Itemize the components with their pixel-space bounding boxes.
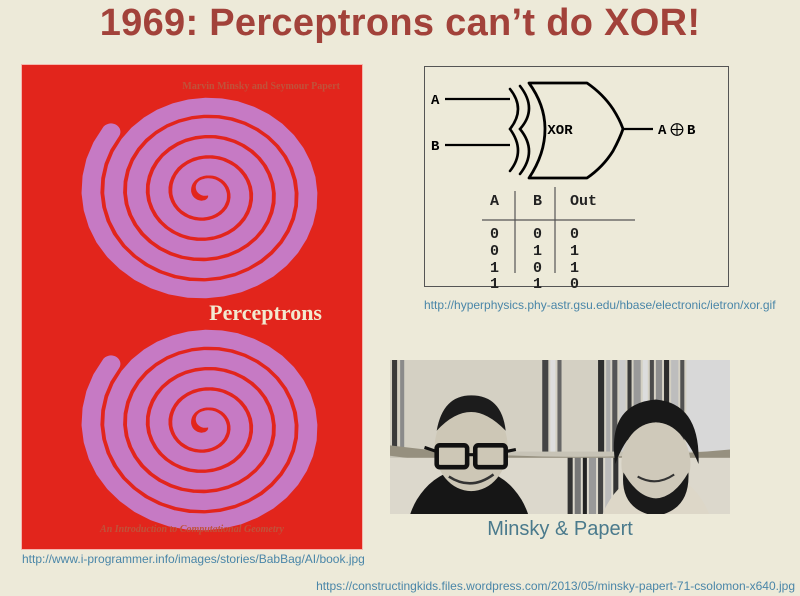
svg-text:1: 1 [533, 243, 542, 260]
svg-text:1: 1 [533, 276, 542, 288]
svg-text:A: A [658, 123, 667, 139]
svg-text:1: 1 [570, 260, 579, 277]
svg-text:B: B [687, 123, 696, 139]
svg-text:1: 1 [490, 276, 499, 288]
svg-text:B: B [431, 139, 440, 155]
svg-text:A: A [431, 93, 440, 109]
svg-text:0: 0 [533, 226, 542, 243]
svg-text:XOR: XOR [547, 123, 573, 139]
svg-text:0: 0 [490, 243, 499, 260]
svg-text:0: 0 [533, 260, 542, 277]
svg-text:0: 0 [490, 226, 499, 243]
svg-text:0: 0 [570, 276, 579, 288]
svg-text:1: 1 [570, 243, 579, 260]
svg-text:A: A [490, 193, 499, 210]
svg-text:Out: Out [570, 193, 597, 210]
svg-text:1: 1 [490, 260, 499, 277]
svg-text:0: 0 [570, 226, 579, 243]
svg-text:B: B [533, 193, 542, 210]
